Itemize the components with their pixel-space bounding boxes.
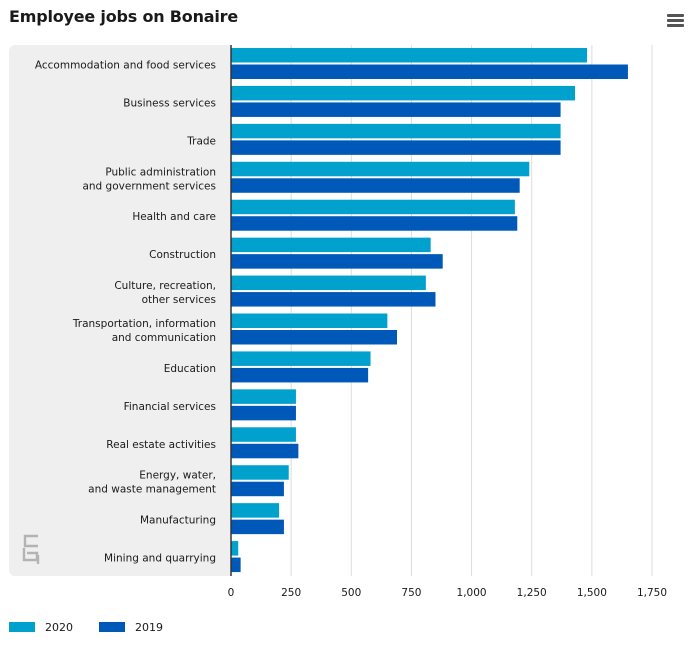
legend-item-2019[interactable]: 2019 <box>99 621 163 634</box>
category-label-line: Accommodation and food services <box>35 59 216 71</box>
category-label: Public administration and government serv… <box>82 166 216 192</box>
x-tick-label: 1,500 <box>577 587 607 599</box>
bar-2019[interactable] <box>231 519 284 535</box>
category-label-line: Trade <box>186 135 216 147</box>
bar-2020[interactable] <box>231 85 576 101</box>
category-label-line: Public administration <box>105 166 216 178</box>
x-tick-label: 0 <box>228 587 235 599</box>
category-label-line: Manufacturing <box>140 515 216 527</box>
cbs-logo-icon <box>22 534 40 564</box>
category-label-line: and waste management <box>88 484 216 496</box>
category-label-line: Health and care <box>132 211 216 223</box>
category-label-line: Transportation, information <box>72 318 216 330</box>
legend-swatch-2019 <box>99 622 125 632</box>
category-label: Transportation, information and communica… <box>72 318 216 344</box>
x-tick-label: 500 <box>341 587 361 599</box>
x-tick-label: 250 <box>281 587 301 599</box>
bar-2019[interactable] <box>231 216 518 231</box>
bar-2019[interactable] <box>231 557 241 573</box>
bar-2020[interactable] <box>231 427 296 442</box>
bar-2019[interactable] <box>231 330 397 345</box>
bar-2020[interactable] <box>231 199 515 215</box>
legend-item-2020[interactable]: 2020 <box>9 621 73 634</box>
category-label-line: Energy, water, <box>139 470 216 482</box>
category-label-line: and government services <box>82 180 216 192</box>
category-label-line: Mining and quarrying <box>104 553 216 565</box>
category-label: Financial services <box>124 401 216 413</box>
x-tick-label: 1,000 <box>457 587 487 599</box>
bar-2019[interactable] <box>231 405 296 421</box>
bar-2020[interactable] <box>231 389 296 404</box>
bar-2019[interactable] <box>231 254 443 269</box>
category-label: Accommodation and food services <box>35 59 216 71</box>
category-label: Business services <box>123 97 216 109</box>
category-label: Mining and quarrying <box>104 553 216 565</box>
bar-2020[interactable] <box>231 161 530 177</box>
legend-label-2019: 2019 <box>135 620 163 634</box>
bar-2019[interactable] <box>231 140 561 155</box>
category-label-line: other services <box>142 294 216 306</box>
x-tick-label: 1,250 <box>517 587 547 599</box>
bar-2019[interactable] <box>231 64 628 80</box>
category-label: Manufacturing <box>140 515 216 527</box>
category-label: Energy, water, and waste management <box>88 470 216 496</box>
category-label-line: Construction <box>149 249 216 261</box>
category-label-line: and communication <box>112 332 216 344</box>
bar-2020[interactable] <box>231 275 426 291</box>
bar-2019[interactable] <box>231 481 284 497</box>
bar-2020[interactable] <box>231 48 588 63</box>
category-label-line: Real estate activities <box>106 439 216 451</box>
bar-chart: Accommodation and food services Business … <box>35 45 667 599</box>
bar-2020[interactable] <box>231 123 561 139</box>
category-label: Construction <box>149 249 216 261</box>
x-tick-label: 750 <box>401 587 421 599</box>
category-label-panel <box>9 45 230 576</box>
bar-2019[interactable] <box>231 178 520 193</box>
category-label: Trade <box>186 135 216 147</box>
bar-2019[interactable] <box>231 102 561 117</box>
bar-2019[interactable] <box>231 443 299 459</box>
category-label-line: Financial services <box>124 401 216 413</box>
legend-swatch-2020 <box>9 622 35 632</box>
category-label: Education <box>164 363 216 375</box>
category-label: Culture, recreation, other services <box>114 280 216 306</box>
bar-2020[interactable] <box>231 465 289 480</box>
x-tick-label: 1,750 <box>637 587 667 599</box>
bar-2020[interactable] <box>231 503 280 518</box>
category-label-line: Education <box>164 363 216 375</box>
bar-2020[interactable] <box>231 313 388 329</box>
bar-2019[interactable] <box>231 367 369 383</box>
bar-2020[interactable] <box>231 351 371 366</box>
category-label-line: Business services <box>123 97 216 109</box>
chart-legend: 2020 2019 <box>9 618 189 636</box>
chart-title: Employee jobs on Bonaire <box>9 7 239 26</box>
bar-2020[interactable] <box>231 541 239 556</box>
category-label-line: Culture, recreation, <box>114 280 216 292</box>
bar-2020[interactable] <box>231 237 431 253</box>
category-label: Real estate activities <box>106 439 216 451</box>
bar-2019[interactable] <box>231 292 436 307</box>
legend-label-2020: 2020 <box>45 620 73 634</box>
hamburger-menu-icon[interactable] <box>667 14 684 28</box>
category-label: Health and care <box>132 211 216 223</box>
